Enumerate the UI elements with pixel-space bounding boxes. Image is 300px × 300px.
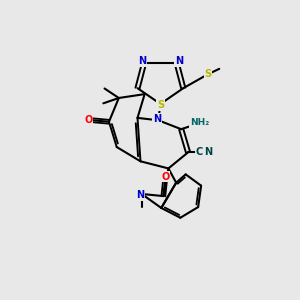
Text: N: N [204,147,212,157]
Text: O: O [161,172,169,182]
Text: O: O [84,115,92,125]
Text: S: S [205,69,212,79]
Text: S: S [157,100,164,110]
Text: NH₂: NH₂ [190,118,209,127]
Text: C: C [196,147,203,157]
Text: N: N [138,56,146,66]
Text: N: N [153,114,161,124]
Text: N: N [136,190,144,200]
Text: N: N [175,56,183,66]
